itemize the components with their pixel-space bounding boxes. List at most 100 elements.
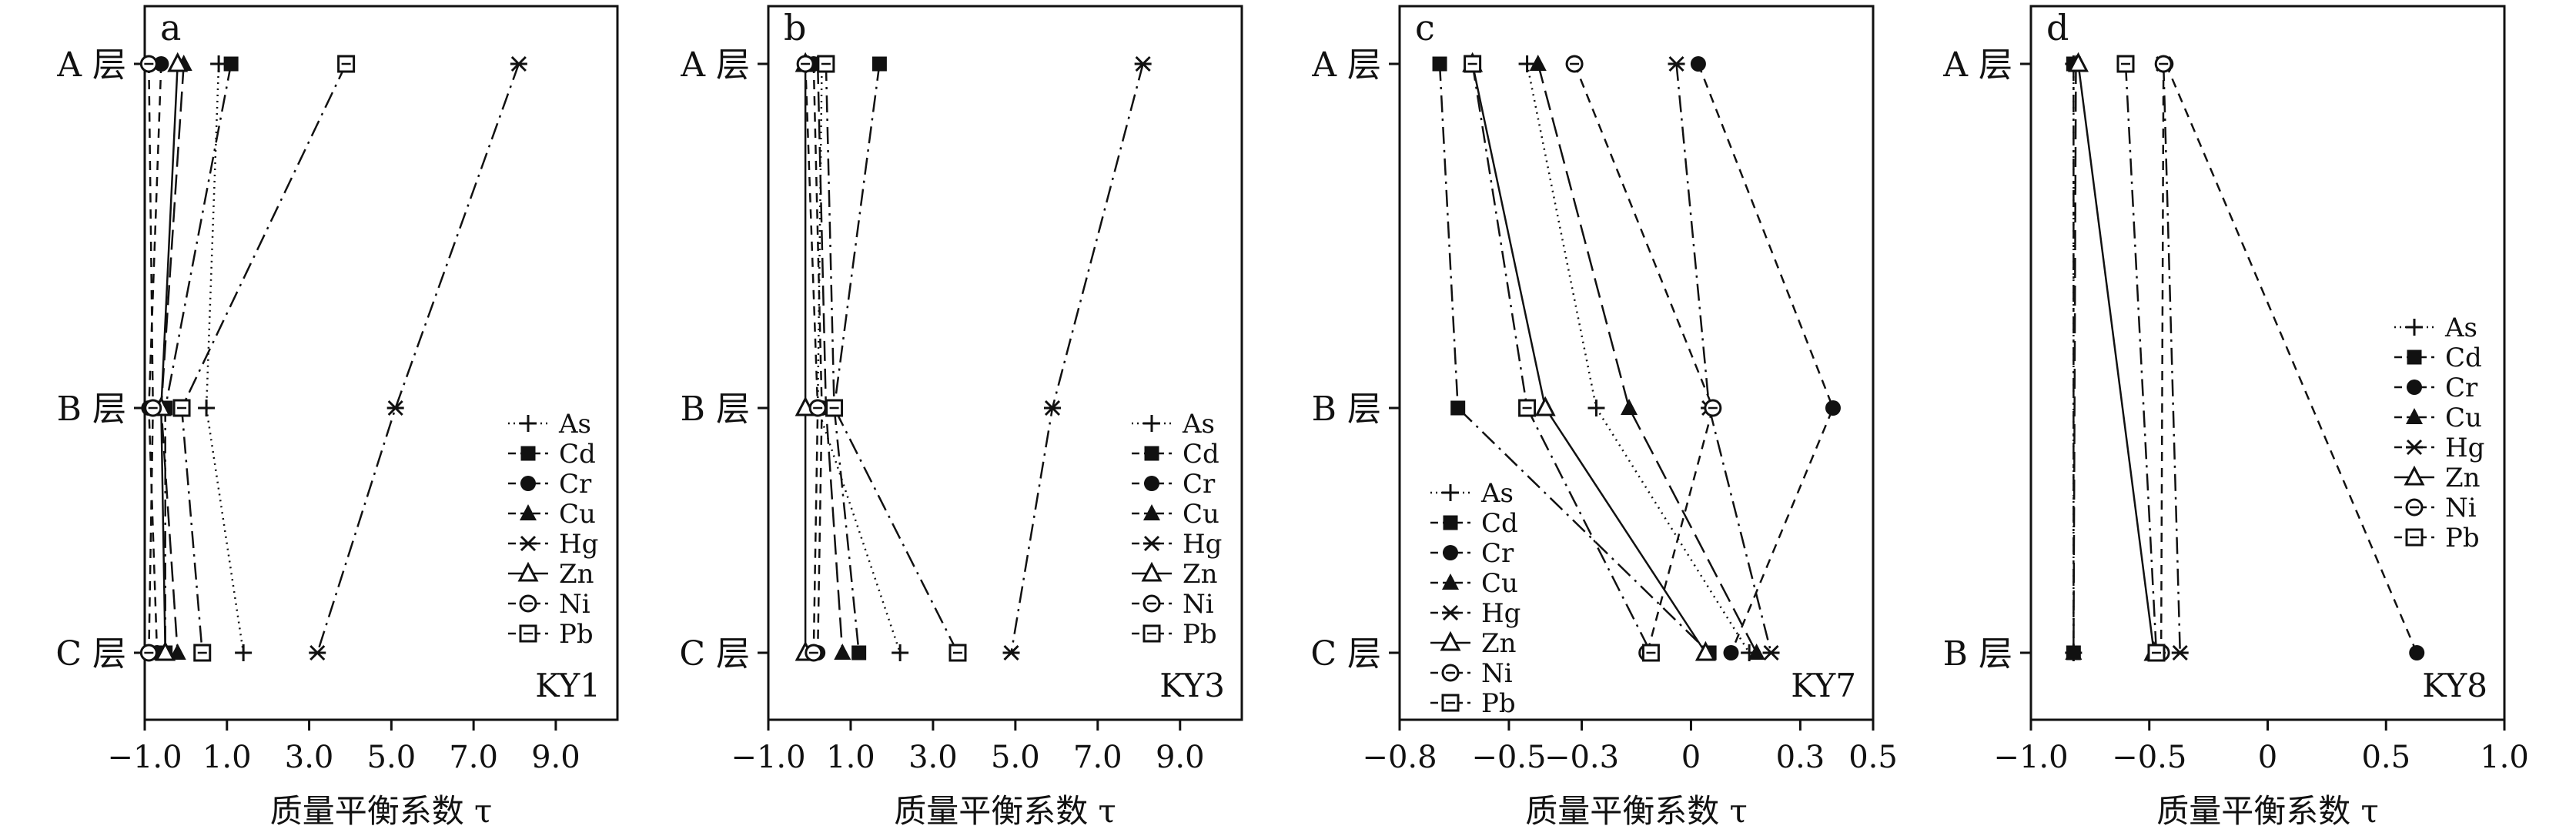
legend-marker-cu <box>520 504 537 520</box>
legend-label: Zn <box>1183 559 1218 590</box>
x-tick-label: 9.0 <box>1156 740 1205 775</box>
x-tick-label: 1.0 <box>826 740 875 775</box>
x-tick-label: −0.3 <box>1544 740 1619 775</box>
series-line-cu <box>2073 63 2077 654</box>
y-tick-label: B 层 <box>681 390 750 429</box>
x-tick-label: 0.5 <box>1848 740 1898 775</box>
legend-label: Ni <box>559 589 590 620</box>
data-point-pb <box>817 55 835 73</box>
chart-panel-a: a KY1 A 层 B 层 C 层 −1.0 1.0 3.0 5.0 7.0 9.0 质量平衡系数 τ… <box>55 5 619 830</box>
legend-label: Cr <box>1183 469 1216 500</box>
series-pb <box>817 55 967 662</box>
data-point-cr <box>153 56 169 72</box>
legend-marker-zn <box>1141 561 1163 582</box>
x-tick-label: −0.8 <box>1362 740 1437 775</box>
chart-panel-d: d KY8 A 层 B 层 −1.0 −0.5 0 0.5 1.0 质量平衡系数 τ AsCdCrC… <box>1942 5 2529 830</box>
data-point-pb <box>1464 55 1482 73</box>
data-point-pb <box>2147 644 2166 662</box>
x-tick-label: 0 <box>2258 740 2277 775</box>
legend-marker-zn <box>517 561 539 582</box>
series-as <box>1518 55 1758 661</box>
panel-letter: d <box>2046 7 2069 48</box>
series-line-as <box>1526 63 1751 654</box>
data-point-hg <box>1002 644 1020 661</box>
legend-marker-pb <box>1441 694 1460 712</box>
series-line-zn <box>2077 63 2156 654</box>
legend-label: Cd <box>1481 508 1518 539</box>
legend-marker-pb <box>1142 624 1161 643</box>
series-cu <box>1529 55 1765 660</box>
legend-label: Cd <box>1183 439 1219 470</box>
profile-label: KY8 <box>2422 667 2487 704</box>
legend-marker-cd <box>1144 446 1159 461</box>
data-point-pb <box>172 399 191 417</box>
legend-label: Pb <box>2445 523 2480 553</box>
legend-marker-cd <box>1443 515 1458 530</box>
x-tick-label: 9.0 <box>531 740 580 775</box>
series-cd <box>158 56 239 660</box>
data-point-hg <box>1668 55 1685 72</box>
series-ni <box>1565 55 1722 662</box>
x-tick-label: −0.5 <box>1471 740 1546 775</box>
data-point-as <box>198 400 216 416</box>
series-cd <box>1432 56 1717 660</box>
data-point-cu <box>834 644 851 660</box>
chart-panel-c: c KY7 A 层 B 层 C 层 −0.8 −0.5−0.3 0 0.3 0.5 质量平衡系数 τ… <box>1310 5 1898 830</box>
y-tick-label: A 层 <box>1942 45 2012 85</box>
legend-marker-as <box>1143 415 1160 432</box>
series-line-cd <box>833 63 881 654</box>
data-point-as <box>892 644 909 661</box>
profile-label: KY1 <box>535 667 601 704</box>
legend-label: As <box>558 409 591 440</box>
legend-marker-pb <box>519 624 537 643</box>
series-line-cd <box>1438 63 1710 654</box>
data-point-ni <box>139 644 158 662</box>
data-point-cu <box>169 644 186 660</box>
series-hg <box>1002 55 1152 661</box>
data-point-ni <box>808 399 827 417</box>
legend-label: Cd <box>2445 343 2482 373</box>
legend-marker-ni <box>2405 498 2424 517</box>
legend-marker-ni <box>1441 664 1460 682</box>
data-point-hg <box>309 644 326 661</box>
data-point-zn <box>2068 52 2089 72</box>
data-point-hg <box>1134 55 1152 72</box>
series-cr <box>1690 56 1841 660</box>
series-line-ni <box>1573 63 1715 654</box>
series-hg <box>1668 55 1780 661</box>
legend-label: Pb <box>1481 688 1516 719</box>
data-point-cu <box>1529 55 1547 71</box>
data-point-ni <box>139 55 158 73</box>
data-point-pb <box>1641 644 1660 662</box>
legend-marker-cu <box>1143 504 1160 520</box>
legend-marker-hg <box>1143 535 1160 552</box>
series-line-ni <box>2159 63 2165 654</box>
x-tick-label: 3.0 <box>908 740 958 775</box>
x-tick-label: 0.5 <box>2361 740 2410 775</box>
x-tick-label: 1.0 <box>202 740 252 775</box>
data-point-hg <box>386 400 404 416</box>
series-line-hg <box>316 63 520 654</box>
data-point-pb <box>1518 399 1537 417</box>
data-point-pb <box>337 55 356 73</box>
y-tick-label: C 层 <box>679 634 750 674</box>
series-line-cu <box>1537 63 1758 654</box>
data-point-cd <box>223 56 239 72</box>
panel-letter: c <box>1415 7 1435 48</box>
x-axis-label: 质量平衡系数 τ <box>894 792 1116 830</box>
data-point-ni <box>2154 55 2173 73</box>
legend-marker-cd <box>2407 349 2422 365</box>
data-point-hg <box>2171 644 2189 661</box>
legend-marker-cr <box>1443 545 1458 560</box>
data-point-cd <box>1432 56 1447 72</box>
legend-label: Zn <box>559 559 594 590</box>
x-tick-label: −1.0 <box>731 740 805 775</box>
legend-label: Cu <box>1481 568 1518 599</box>
legend-marker-hg <box>2406 439 2423 456</box>
legend-marker-cr <box>2407 380 2422 395</box>
data-point-cd <box>1450 400 1466 416</box>
profile-label: KY3 <box>1159 667 1225 704</box>
legend-label: Cr <box>2445 373 2478 403</box>
data-point-as <box>1587 400 1605 416</box>
